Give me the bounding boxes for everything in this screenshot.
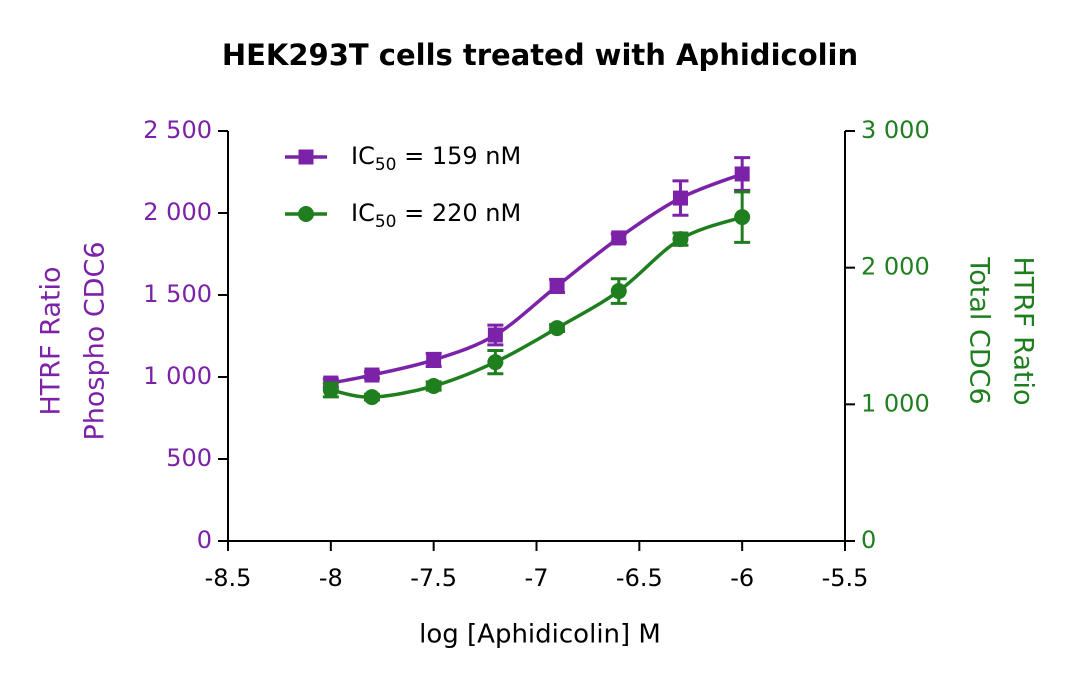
y2-tick-label: 3 000 [861,116,930,144]
legend-marker [298,206,314,222]
y-tick-label: 500 [166,444,212,472]
x-tick-label: -6.5 [616,564,663,592]
data-point [672,231,689,248]
data-point [672,190,688,206]
y-axis-label: HTRF Ratio [36,267,67,416]
data-point [363,389,380,406]
legend-label: IC50 = 220 nM [351,199,521,232]
x-tick-label: -7 [525,564,549,592]
data-point [425,378,442,395]
y2-tick-label: 1 000 [861,389,930,417]
x-tick-label: -8 [319,564,343,592]
data-point [611,230,627,246]
data-point [610,283,627,300]
x-tick-label: -5.5 [822,564,869,592]
data-point [734,209,751,226]
y2-tick-label: 2 000 [861,253,930,281]
y-tick-label: 2 000 [143,198,212,226]
y2-axis-label: Total CDC6 [964,256,995,404]
y2-axis-label: HTRF Ratio [1008,257,1039,406]
data-point [734,166,750,182]
legend-label: IC50 = 159 nM [351,142,521,175]
data-point [426,352,442,368]
y-tick-label: 2 500 [143,116,212,144]
data-point [322,381,339,398]
data-point [487,354,504,371]
data-point [364,367,380,383]
legend-marker [298,149,314,165]
data-point [487,327,503,343]
data-point [549,278,565,294]
x-tick-label: -7.5 [410,564,457,592]
y-tick-label: 0 [197,526,212,554]
y-tick-label: 1 000 [143,362,212,390]
y-tick-label: 1 500 [143,280,212,308]
y2-tick-label: 0 [861,526,876,554]
x-axis-label: log [Aphidicolin] M [419,620,661,650]
x-tick-label: -6 [730,564,754,592]
chart-title: HEK293T cells treated with Aphidicolin [222,38,858,72]
y-axis-label: Phospho CDC6 [80,241,111,440]
x-tick-label: -8.5 [205,564,252,592]
data-point [549,320,566,337]
